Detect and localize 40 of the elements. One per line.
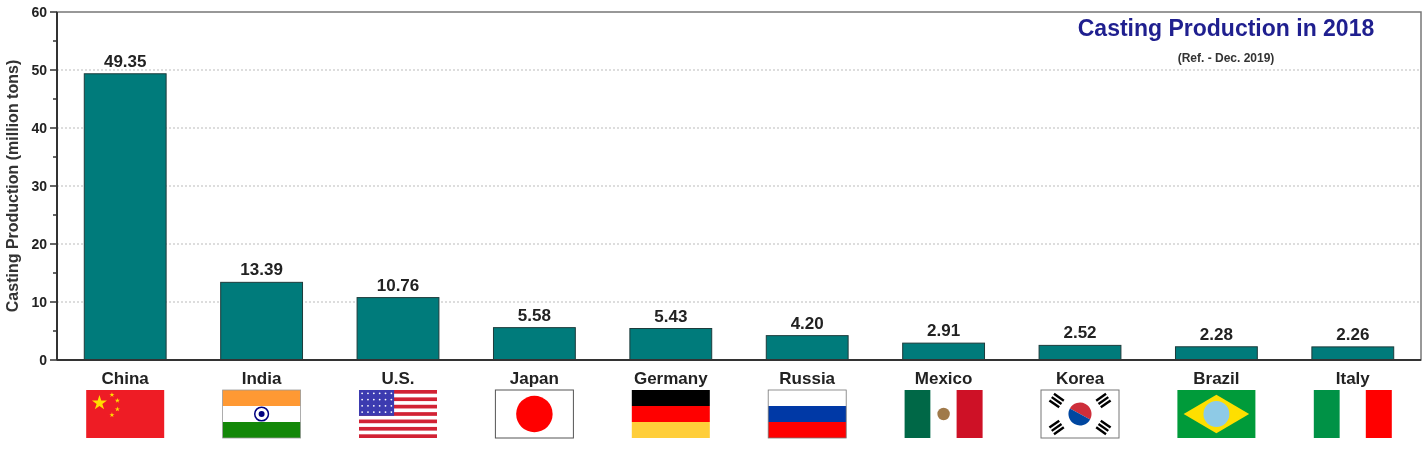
x-tick-label: U.S. bbox=[381, 369, 415, 388]
bar bbox=[220, 281, 304, 361]
x-tick-label: Brazil bbox=[1193, 369, 1240, 388]
y-tick-label: 30 bbox=[31, 177, 48, 194]
bar bbox=[1038, 344, 1122, 361]
x-tick-label: Mexico bbox=[914, 369, 973, 388]
bar bbox=[1174, 346, 1258, 361]
data-label: 5.58 bbox=[517, 305, 551, 325]
data-label: 2.26 bbox=[1336, 324, 1370, 344]
data-label: 2.52 bbox=[1063, 323, 1097, 343]
x-tick-label: Korea bbox=[1055, 369, 1105, 388]
x-tick-label: Italy bbox=[1335, 369, 1371, 388]
x-tick-label: Germany bbox=[633, 369, 709, 388]
x-tick-label: India bbox=[241, 369, 282, 388]
bar bbox=[902, 342, 986, 361]
bar bbox=[492, 327, 576, 361]
bar bbox=[765, 335, 849, 361]
text: (Ref. - Dec. 2019) bbox=[1177, 51, 1275, 65]
bar bbox=[1311, 346, 1395, 361]
y-tick-label: 0 bbox=[39, 351, 48, 368]
y-tick-label: 60 bbox=[31, 3, 48, 20]
data-label: 2.28 bbox=[1199, 324, 1233, 344]
y-tick-label: 40 bbox=[31, 119, 48, 136]
y-tick-label: 10 bbox=[31, 293, 48, 310]
data-label: 13.39 bbox=[240, 260, 283, 280]
x-tick-label: China bbox=[101, 369, 150, 388]
bar bbox=[356, 297, 440, 361]
data-label: 49.35 bbox=[103, 51, 147, 71]
data-label: 5.43 bbox=[654, 306, 688, 326]
data-label: 4.20 bbox=[790, 313, 824, 333]
chart-title: Casting Production in 2018 bbox=[1077, 15, 1375, 41]
data-label: 10.76 bbox=[376, 275, 420, 295]
x-tick-label: Japan bbox=[509, 369, 559, 388]
y-axis-title: Casting Production (million tons) bbox=[4, 59, 21, 313]
y-tick-label: 20 bbox=[31, 235, 48, 252]
bar bbox=[83, 73, 167, 361]
bar bbox=[629, 328, 713, 361]
y-tick-label: 50 bbox=[31, 61, 48, 78]
x-tick-label: Russia bbox=[779, 369, 836, 388]
data-label: 2.91 bbox=[927, 321, 961, 341]
